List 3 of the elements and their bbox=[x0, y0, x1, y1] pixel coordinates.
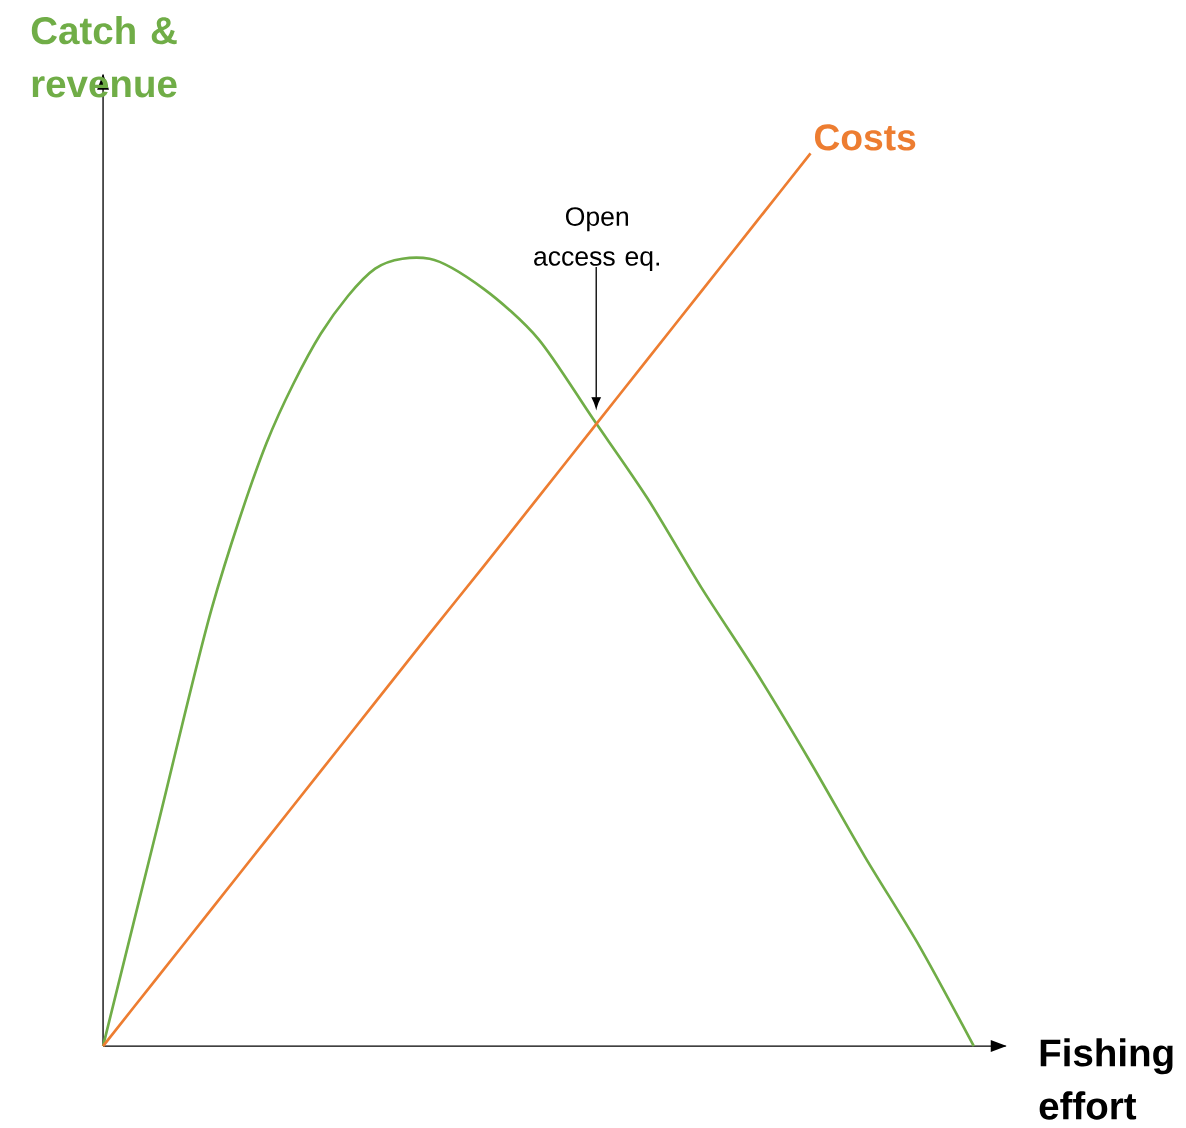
annotation: Open access eq. bbox=[534, 207, 659, 272]
series-label: Costs bbox=[814, 124, 916, 151]
x-axis-title: Fishing effort bbox=[1039, 1038, 1173, 1120]
